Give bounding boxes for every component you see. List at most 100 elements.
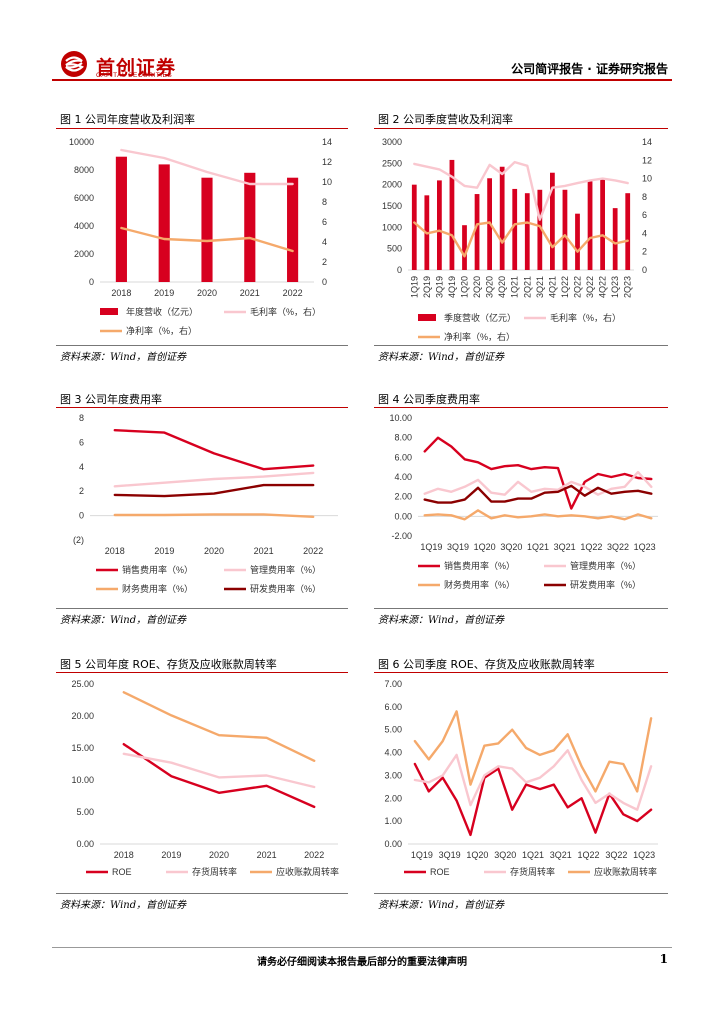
bar — [474, 194, 480, 270]
y-tick-label: 10.00 — [389, 413, 412, 423]
fig6-chart: 0.00 1.00 2.00 3.00 4.00 5.00 6.00 7.00 1Q19 3Q19… — [384, 679, 658, 877]
x-tick-label: 3Q20 — [500, 542, 522, 552]
legend-label: 财务费用率（%） — [444, 579, 515, 590]
x-tick-label: 1Q21 — [527, 542, 549, 552]
fig5-title-rule — [56, 672, 348, 673]
bar — [600, 178, 605, 270]
bar — [625, 193, 631, 270]
x-tick-label: 3Q19 — [447, 542, 469, 552]
y2-tick-label: 4 — [322, 237, 327, 247]
bar — [524, 193, 530, 270]
report-type: 公司简评报告 · 证券研究报告 — [511, 62, 668, 76]
y-tick-label: 2 — [79, 486, 84, 496]
bar — [462, 225, 467, 270]
bar — [411, 184, 417, 270]
x-tick-label: 1Q19 — [411, 850, 433, 860]
bar — [587, 181, 593, 270]
x-tick-label: 2022 — [283, 288, 303, 298]
series-line — [413, 221, 629, 258]
fig1-source-rule — [56, 345, 348, 346]
x-tick-label: 2Q19 — [422, 276, 432, 298]
y-tick-label: 10.00 — [71, 775, 94, 785]
bar — [287, 177, 299, 282]
fig3-chart: (2) 0 2 4 6 8 2018 2019 2020 2021 2022 销售费用率（%） 管理费用… — [73, 413, 338, 594]
legend-label: 年度营收（亿元） — [126, 306, 198, 317]
fig3-title-rule — [56, 407, 348, 408]
y-tick-label: 5.00 — [384, 725, 402, 735]
fig1-title-rule — [56, 128, 348, 129]
series-line — [423, 509, 653, 521]
y-tick-label: 20.00 — [71, 711, 94, 721]
y-tick-label: 0.00 — [76, 839, 94, 849]
x-tick-label: 2021 — [254, 546, 274, 556]
fig4-source: 资料来源：Wind，首创证券 — [378, 615, 505, 626]
fig4-title: 图 4 公司季度费用率 — [378, 393, 480, 406]
x-tick-label: 2018 — [111, 288, 131, 298]
y-tick-label: 1.00 — [384, 816, 402, 826]
x-tick-label: 3Q20 — [485, 276, 495, 298]
brand-mark-icon — [61, 51, 87, 77]
bar — [537, 189, 543, 270]
series-line — [423, 484, 653, 504]
fig1-source: 资料来源：Wind，首创证券 — [60, 352, 187, 363]
x-tick-label: 3Q20 — [494, 850, 516, 860]
bar — [575, 213, 580, 270]
fig3-source: 资料来源：Wind，首创证券 — [60, 615, 187, 626]
brand-name-en: CAPITAL SECURITIES — [96, 72, 173, 79]
y2-tick-label: 8 — [322, 197, 327, 207]
y2-tick-label: 6 — [322, 217, 327, 227]
x-tick-label: 3Q21 — [554, 542, 576, 552]
fig4-chart: -2.00 0.00 2.00 4.00 6.00 8.00 10.00 1Q19 3Q19 1Q… — [389, 413, 658, 590]
x-tick-label: 3Q21 — [550, 850, 572, 860]
bar — [512, 188, 518, 270]
x-tick-label: 1Q20 — [460, 276, 470, 298]
brand-name-cn: 首创证券 — [96, 58, 177, 79]
y2-tick-label: 12 — [322, 157, 332, 167]
series-line — [423, 470, 653, 496]
x-tick-label: 2Q20 — [472, 276, 482, 298]
legend-label: 销售费用率（%） — [444, 560, 515, 571]
x-tick-label: 3Q22 — [607, 542, 629, 552]
legend-label: 净利率（%，右） — [126, 325, 197, 336]
legend-label: 存货周转率 — [510, 866, 555, 877]
bar — [562, 189, 568, 270]
y-tick-label: 25.00 — [71, 679, 94, 689]
x-tick-label: 2020 — [204, 546, 224, 556]
y-tick-label: -2.00 — [391, 531, 412, 541]
series-line — [113, 471, 315, 488]
x-tick-label: 4Q19 — [447, 276, 457, 298]
y2-tick-label: 10 — [642, 174, 652, 184]
fig2-title: 图 2 公司季度营收及利润率 — [378, 113, 513, 126]
x-tick-label: 2019 — [154, 546, 174, 556]
fig3-title: 图 3 公司年度费用率 — [60, 393, 162, 406]
y2-tick-label: 10 — [322, 177, 332, 187]
x-tick-label: 1Q20 — [466, 850, 488, 860]
fig6-source-rule — [374, 893, 668, 894]
bar — [115, 156, 127, 282]
bar — [437, 180, 442, 270]
fig2-source-rule — [374, 345, 668, 346]
y-tick-label: 2500 — [382, 158, 402, 168]
y2-tick-label: 12 — [642, 155, 652, 165]
series-line — [120, 148, 294, 186]
x-tick-label: 1Q22 — [560, 276, 570, 298]
legend-label: 应收账款周转率 — [276, 866, 339, 877]
footer-rule — [52, 947, 672, 948]
y-tick-label: 1000 — [382, 222, 402, 232]
y-tick-label: 500 — [387, 244, 402, 254]
x-tick-label: 3Q21 — [535, 276, 545, 298]
series-line — [413, 710, 653, 793]
fig6-title: 图 6 公司季度 ROE、存货及应收账款周转率 — [378, 658, 595, 671]
y2-tick-label: 6 — [642, 210, 647, 220]
series-line — [413, 749, 653, 811]
x-tick-label: 3Q22 — [585, 276, 595, 298]
y-tick-label: 8 — [79, 413, 84, 423]
fig5-source: 资料来源：Wind，首创证券 — [60, 900, 187, 911]
legend-label: 财务费用率（%） — [122, 583, 193, 594]
x-tick-label: 2Q23 — [623, 276, 633, 298]
series-line — [120, 226, 294, 253]
x-tick-label: 2018 — [105, 546, 125, 556]
x-tick-label: 1Q21 — [510, 276, 520, 298]
legend-label: 研发费用率（%） — [250, 583, 321, 594]
